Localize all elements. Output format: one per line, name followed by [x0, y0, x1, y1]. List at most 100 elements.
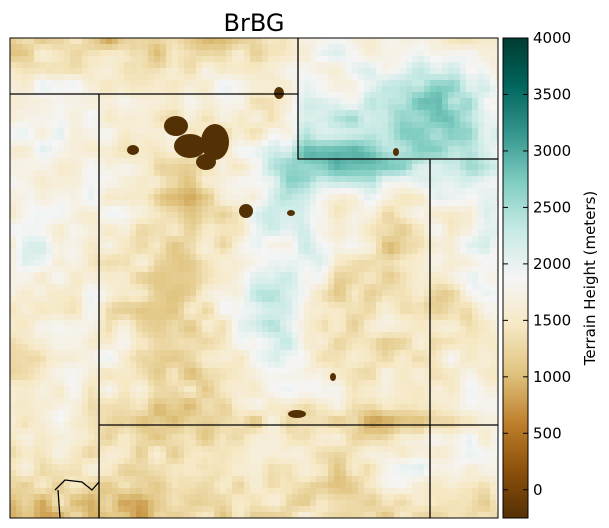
terrain-cell: [202, 110, 209, 117]
terrain-cell: [28, 110, 35, 117]
terrain-cell: [46, 44, 53, 51]
terrain-cell: [400, 56, 407, 63]
terrain-cell: [496, 152, 498, 159]
terrain-cell: [496, 266, 498, 273]
terrain-cell: [190, 302, 197, 309]
terrain-cell: [46, 320, 53, 327]
terrain-cell: [64, 308, 71, 315]
terrain-cell: [334, 314, 341, 321]
terrain-cell: [334, 284, 341, 291]
terrain-cell: [232, 164, 239, 171]
terrain-cell: [52, 92, 59, 99]
terrain-cell: [40, 134, 47, 141]
terrain-cell: [286, 320, 293, 327]
terrain-cell: [286, 104, 293, 111]
terrain-cell: [358, 308, 365, 315]
terrain-cell: [442, 302, 449, 309]
terrain-cell: [454, 260, 461, 267]
terrain-cell: [496, 188, 498, 195]
terrain-cell: [262, 176, 269, 183]
terrain-cell: [478, 368, 485, 375]
terrain-cell: [388, 80, 395, 87]
terrain-map: [10, 38, 498, 518]
terrain-cell: [310, 236, 317, 243]
terrain-cell: [10, 236, 17, 243]
terrain-cell: [478, 230, 485, 237]
terrain-cell: [52, 206, 59, 213]
terrain-cell: [274, 242, 281, 249]
terrain-cell: [130, 74, 137, 81]
terrain-cell: [292, 302, 299, 309]
terrain-cell: [178, 380, 185, 387]
terrain-cell: [112, 242, 119, 249]
terrain-cell: [436, 242, 443, 249]
terrain-cell: [388, 200, 395, 207]
terrain-cell: [256, 236, 263, 243]
terrain-cell: [202, 362, 209, 369]
terrain-cell: [496, 110, 498, 117]
terrain-cell: [226, 170, 233, 177]
terrain-cell: [22, 38, 29, 45]
terrain-cell: [112, 128, 119, 135]
terrain-cell: [244, 332, 251, 339]
terrain-cell: [448, 350, 455, 357]
terrain-cell: [334, 368, 341, 375]
terrain-cell: [94, 68, 101, 75]
terrain-cell: [136, 308, 143, 315]
terrain-cell: [160, 338, 167, 345]
terrain-cell: [382, 50, 389, 57]
terrain-cell: [322, 392, 329, 399]
terrain-cell: [40, 356, 47, 363]
terrain-cell: [118, 248, 125, 255]
terrain-cell: [106, 146, 113, 153]
terrain-cell: [424, 182, 431, 189]
terrain-cell: [352, 242, 359, 249]
terrain-cell: [316, 380, 323, 387]
terrain-cell: [238, 68, 245, 75]
terrain-cell: [412, 236, 419, 243]
terrain-cell: [100, 320, 107, 327]
terrain-cell: [370, 104, 377, 111]
terrain-cell: [148, 236, 155, 243]
terrain-cell: [280, 338, 287, 345]
terrain-cell: [304, 110, 311, 117]
terrain-cell: [400, 92, 407, 99]
terrain-cell: [214, 230, 221, 237]
terrain-cell: [436, 218, 443, 225]
terrain-cell: [184, 176, 191, 183]
terrain-cell: [40, 362, 47, 369]
terrain-cell: [334, 200, 341, 207]
terrain-cell: [262, 260, 269, 267]
terrain-cell: [352, 248, 359, 255]
terrain-cell: [118, 296, 125, 303]
terrain-cell: [346, 200, 353, 207]
terrain-cell: [112, 230, 119, 237]
terrain-cell: [334, 62, 341, 69]
terrain-cell: [184, 272, 191, 279]
terrain-cell: [328, 188, 335, 195]
terrain-cell: [346, 212, 353, 219]
terrain-cell: [142, 260, 149, 267]
terrain-cell: [496, 332, 498, 339]
terrain-cell: [412, 92, 419, 99]
terrain-cell: [280, 368, 287, 375]
terrain-cell: [76, 302, 83, 309]
terrain-cell: [118, 326, 125, 333]
terrain-cell: [286, 224, 293, 231]
terrain-cell: [64, 320, 71, 327]
terrain-cell: [436, 386, 443, 393]
terrain-cell: [436, 206, 443, 213]
terrain-cell: [196, 392, 203, 399]
terrain-cell: [58, 380, 65, 387]
terrain-cell: [346, 224, 353, 231]
terrain-cell: [46, 236, 53, 243]
terrain-cell: [400, 284, 407, 291]
terrain-cell: [262, 122, 269, 129]
terrain-cell: [442, 200, 449, 207]
terrain-cell: [304, 158, 311, 165]
terrain-cell: [442, 284, 449, 291]
terrain-cell: [322, 266, 329, 273]
terrain-cell: [364, 344, 371, 351]
terrain-cell: [28, 140, 35, 147]
terrain-cell: [70, 284, 77, 291]
